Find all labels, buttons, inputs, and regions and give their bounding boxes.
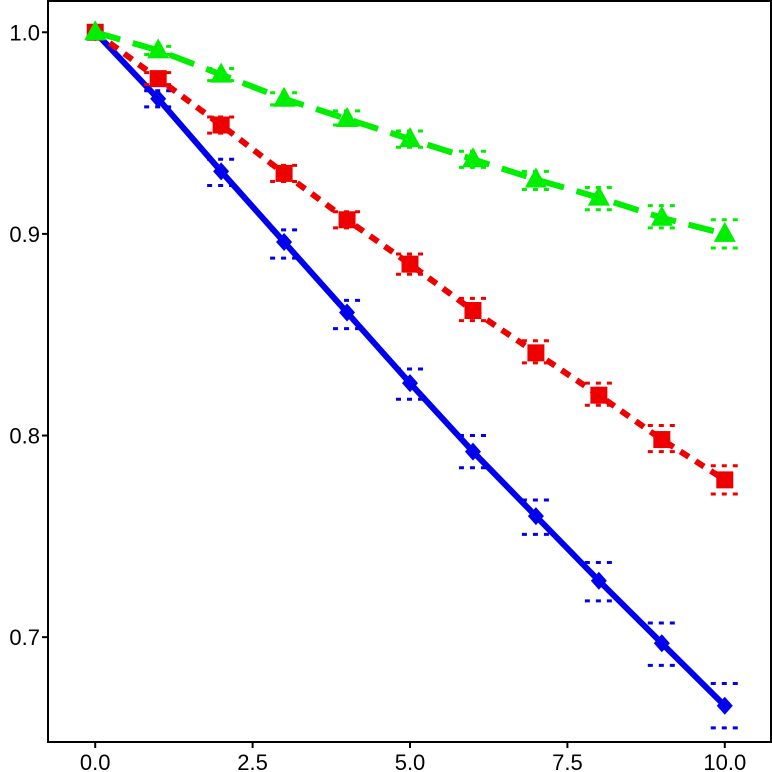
series-2-point-2 — [212, 116, 230, 134]
y-tick-label-2: 0.9 — [9, 222, 40, 247]
series-2-point-3 — [275, 164, 293, 182]
series-1-point-4 — [339, 303, 356, 322]
y-tick-label-0: 0.7 — [9, 625, 40, 650]
axis-layer: 0.0 2.5 5.0 7.5 10.0 0.7 0.8 0.9 1.0 — [9, 0, 772, 772]
series-3-point-4 — [336, 106, 359, 127]
series-3-point-9 — [650, 205, 673, 226]
series-3-point-6 — [461, 147, 484, 168]
series-layer — [84, 20, 739, 730]
series-3-point-2 — [210, 62, 233, 83]
series-2-point-9 — [653, 431, 671, 449]
series-1-point-6 — [464, 442, 481, 461]
x-tick-label-4: 10.0 — [703, 750, 746, 772]
x-tick-label-3: 7.5 — [552, 750, 583, 772]
series-1-point-10 — [716, 696, 733, 715]
series-3-point-3 — [273, 86, 296, 107]
series-3-point-7 — [524, 167, 547, 188]
series-1-point-2 — [213, 162, 230, 181]
series-3-point-1 — [147, 38, 170, 59]
y-tick-label-1: 0.8 — [9, 424, 40, 449]
series-1-point-3 — [276, 232, 293, 251]
series-1-point-1 — [150, 89, 167, 108]
series-1-point-5 — [402, 374, 418, 393]
series-2-point-6 — [464, 302, 482, 320]
series-2-line — [93, 29, 727, 483]
series-3-point-0 — [84, 20, 107, 41]
x-tick-label-1: 2.5 — [237, 750, 268, 772]
series-3-point-5 — [399, 127, 421, 148]
series-3-point-10 — [713, 221, 736, 242]
series-1-point-9 — [653, 634, 670, 653]
series-2-point-10 — [716, 471, 734, 489]
series-2-point-5 — [401, 255, 419, 273]
series-1-point-7 — [527, 507, 544, 526]
series-3-point-8 — [587, 185, 610, 206]
series-1-point-8 — [590, 571, 607, 590]
x-tick-label-0: 0.0 — [80, 750, 111, 772]
series-2-point-7 — [527, 344, 545, 362]
series-2-point-1 — [149, 70, 167, 88]
series-1 — [87, 23, 739, 730]
series-2-point-8 — [590, 386, 608, 404]
x-tick-label-2: 5.0 — [395, 750, 426, 772]
series-2-point-4 — [338, 211, 356, 229]
y-tick-label-3: 1.0 — [9, 20, 40, 45]
series-3 — [84, 20, 739, 250]
